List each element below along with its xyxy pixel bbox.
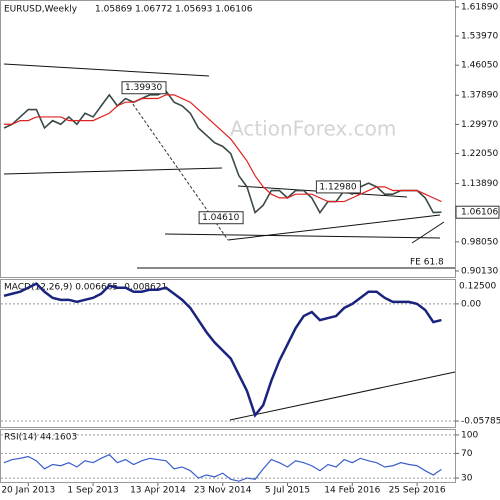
y-tick-label: 1.46050 [461, 61, 498, 71]
annotation: 1.39930 [125, 83, 162, 93]
x-tick-label: 20 Jan 2013 [1, 486, 55, 496]
annotation-box [315, 180, 361, 194]
watermark: ActionForex.com [230, 117, 396, 141]
macd-panel [0, 279, 456, 428]
annotation-box [121, 81, 167, 95]
y-tick-label: 1.13890 [461, 179, 498, 189]
y-tick-label: 100 [461, 430, 478, 440]
annotation-box [198, 211, 244, 225]
y-tick-label: 1.29970 [461, 120, 498, 130]
y-tick-label: 0.98050 [461, 237, 498, 247]
y-tick-label: 70 [461, 449, 473, 459]
series-line [3, 453, 442, 482]
x-tick-label: 23 Nov 2014 [194, 486, 252, 496]
macd-trend-line [229, 371, 456, 421]
trend-line [164, 233, 441, 239]
trend-line [3, 167, 223, 175]
series-line [3, 90, 442, 215]
x-tick-label: 13 Apr 2014 [130, 486, 186, 496]
y-tick-label: 0.90130 [461, 267, 498, 277]
annotation: 1.04610 [202, 213, 239, 223]
y-tick-label: 1.22050 [461, 149, 498, 159]
y-tick-label: 1.53970 [461, 32, 498, 42]
y-tick-label: 30 [461, 474, 473, 484]
series-line [4, 94, 442, 203]
series-line [3, 282, 442, 418]
x-tick-label: 14 Feb 2016 [324, 486, 380, 496]
price-panel [0, 0, 456, 278]
trend-line [227, 214, 441, 241]
chart-title: EURUSD,Weekly [4, 5, 78, 15]
macd-scale-label: 0.12500 [459, 282, 496, 292]
last-value-box [455, 205, 500, 219]
y-tick-label: -0.057859 [461, 417, 500, 427]
last-value-label: 1.06106 [461, 208, 498, 218]
x-tick-label: 25 Sep 2016 [389, 486, 446, 496]
macd-title: MACD(12,26,9) 0.006665 -0.008621 [4, 283, 167, 293]
rsi-title: RSI(14) 44.1603 [4, 433, 77, 443]
annotation: 1.12980 [319, 182, 356, 192]
ohlc-header: 1.05869 1.06772 1.05693 1.06106 [95, 5, 253, 15]
y-tick-label: 0.00 [461, 299, 481, 309]
trend-line [3, 63, 210, 77]
annotation: FE 61.8 [410, 258, 444, 268]
x-tick-label: 1 Sep 2013 [67, 486, 118, 496]
trend-line [411, 221, 445, 244]
rsi-panel [0, 429, 456, 483]
y-tick-label: 1.37890 [461, 91, 498, 101]
x-tick-label: 5 Jul 2015 [265, 486, 310, 496]
y-tick-label: 1.61890 [461, 2, 498, 12]
